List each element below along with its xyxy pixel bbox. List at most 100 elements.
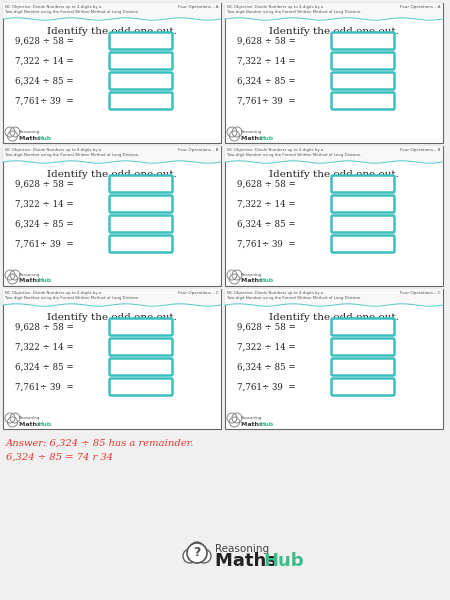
Circle shape xyxy=(190,542,204,556)
FancyBboxPatch shape xyxy=(332,215,395,232)
Bar xyxy=(3,289,221,305)
Circle shape xyxy=(197,549,211,563)
Text: Maths: Maths xyxy=(241,278,265,283)
FancyBboxPatch shape xyxy=(332,92,395,109)
Text: Reasoning: Reasoning xyxy=(241,130,262,134)
Text: Hub: Hub xyxy=(37,278,51,283)
FancyBboxPatch shape xyxy=(109,73,172,89)
Text: Reasoning: Reasoning xyxy=(19,416,40,420)
Text: NC Objective: Divide Numbers up to 4-digits by a
Two-digit Number using the Form: NC Objective: Divide Numbers up to 4-dig… xyxy=(5,148,139,157)
FancyBboxPatch shape xyxy=(109,379,172,395)
Text: Four Operations – A: Four Operations – A xyxy=(179,5,219,9)
FancyBboxPatch shape xyxy=(109,358,172,376)
Text: Maths: Maths xyxy=(241,136,265,140)
Text: 7,322 ÷ 14 =: 7,322 ÷ 14 = xyxy=(237,56,296,65)
Text: 7,322 ÷ 14 =: 7,322 ÷ 14 = xyxy=(237,343,296,352)
FancyBboxPatch shape xyxy=(332,379,395,395)
Text: Hub: Hub xyxy=(37,421,51,427)
FancyBboxPatch shape xyxy=(109,92,172,109)
Text: Reasoning: Reasoning xyxy=(241,273,262,277)
Text: Four Operations – B: Four Operations – B xyxy=(179,148,219,152)
Text: 7,761÷ 39  =: 7,761÷ 39 = xyxy=(237,97,296,106)
FancyBboxPatch shape xyxy=(109,196,172,212)
Text: 6,324 ÷ 85 =: 6,324 ÷ 85 = xyxy=(237,362,296,371)
Text: Identify the odd one out.: Identify the odd one out. xyxy=(47,27,177,36)
Bar xyxy=(3,3,221,143)
Text: ?: ? xyxy=(194,547,201,559)
FancyBboxPatch shape xyxy=(109,32,172,49)
Text: Hub: Hub xyxy=(259,278,273,283)
Text: Four Operations – B: Four Operations – B xyxy=(400,148,441,152)
Text: 9,628 ÷ 58 =: 9,628 ÷ 58 = xyxy=(237,179,296,188)
Bar xyxy=(225,3,443,143)
Text: NC Objective: Divide Numbers up to 4-digits by a
Two-digit Number using the Form: NC Objective: Divide Numbers up to 4-dig… xyxy=(227,5,361,14)
Text: 6,324 ÷ 85 =: 6,324 ÷ 85 = xyxy=(15,362,74,371)
Bar xyxy=(225,289,443,429)
Text: Identify the odd one out.: Identify the odd one out. xyxy=(47,313,177,322)
Text: 6,324 ÷ 85 =: 6,324 ÷ 85 = xyxy=(237,220,296,229)
Text: ÷: ÷ xyxy=(187,553,193,559)
Text: 9,628 ÷ 58 =: 9,628 ÷ 58 = xyxy=(237,323,296,331)
Text: 7,761÷ 39  =: 7,761÷ 39 = xyxy=(15,383,74,391)
Text: 7,322 ÷ 14 =: 7,322 ÷ 14 = xyxy=(15,199,74,208)
Text: Maths: Maths xyxy=(19,278,43,283)
Text: Maths: Maths xyxy=(241,421,265,427)
FancyBboxPatch shape xyxy=(109,215,172,232)
Text: 7,761÷ 39  =: 7,761÷ 39 = xyxy=(237,383,296,391)
Text: 9,628 ÷ 58 =: 9,628 ÷ 58 = xyxy=(237,37,296,46)
Text: 9,628 ÷ 58 =: 9,628 ÷ 58 = xyxy=(15,37,74,46)
FancyBboxPatch shape xyxy=(109,52,172,70)
Bar xyxy=(225,146,443,286)
FancyBboxPatch shape xyxy=(332,175,395,193)
FancyBboxPatch shape xyxy=(109,338,172,355)
Text: 6,324 ÷ 85 =: 6,324 ÷ 85 = xyxy=(237,76,296,85)
Text: Maths: Maths xyxy=(19,136,43,140)
Text: Reasoning: Reasoning xyxy=(241,416,262,420)
Text: Four Operations – C: Four Operations – C xyxy=(179,291,219,295)
Text: 7,322 ÷ 14 =: 7,322 ÷ 14 = xyxy=(15,343,74,352)
Text: Answer: 6,324 ÷ 85 has a remainder.: Answer: 6,324 ÷ 85 has a remainder. xyxy=(6,439,194,448)
Text: 7,761÷ 39  =: 7,761÷ 39 = xyxy=(15,239,74,248)
Text: NC Objective: Divide Numbers up to 4-digits by a
Two-digit Number using the Form: NC Objective: Divide Numbers up to 4-dig… xyxy=(5,5,139,14)
FancyBboxPatch shape xyxy=(109,175,172,193)
Text: 6,324 ÷ 85 =: 6,324 ÷ 85 = xyxy=(15,220,74,229)
Bar xyxy=(225,146,443,162)
Text: Reasoning: Reasoning xyxy=(19,130,40,134)
Text: Identify the odd one out.: Identify the odd one out. xyxy=(269,313,399,322)
Text: Identify the odd one out.: Identify the odd one out. xyxy=(269,27,399,36)
FancyBboxPatch shape xyxy=(109,319,172,335)
Circle shape xyxy=(183,549,197,563)
FancyBboxPatch shape xyxy=(332,338,395,355)
Text: 7,322 ÷ 14 =: 7,322 ÷ 14 = xyxy=(15,56,74,65)
Text: Hub: Hub xyxy=(259,136,273,140)
Text: 9,628 ÷ 58 =: 9,628 ÷ 58 = xyxy=(15,179,74,188)
Bar xyxy=(225,3,443,19)
Text: NC Objective: Divide Numbers up to 4-digits by a
Two-digit Number using the Form: NC Objective: Divide Numbers up to 4-dig… xyxy=(5,291,139,300)
Text: Hub: Hub xyxy=(37,136,51,140)
Text: Four Operations – A: Four Operations – A xyxy=(400,5,441,9)
Text: Maths: Maths xyxy=(19,421,43,427)
Bar xyxy=(3,146,221,162)
Text: Four Operations – C: Four Operations – C xyxy=(400,291,441,295)
Text: 6,324 ÷ 85 =: 6,324 ÷ 85 = xyxy=(15,76,74,85)
Text: 9,628 ÷ 58 =: 9,628 ÷ 58 = xyxy=(15,323,74,331)
Text: 7,322 ÷ 14 =: 7,322 ÷ 14 = xyxy=(237,199,296,208)
FancyBboxPatch shape xyxy=(332,52,395,70)
Text: 7,761÷ 39  =: 7,761÷ 39 = xyxy=(237,239,296,248)
FancyBboxPatch shape xyxy=(332,358,395,376)
Text: Reasoning: Reasoning xyxy=(19,273,40,277)
Text: Maths: Maths xyxy=(215,552,283,570)
FancyBboxPatch shape xyxy=(332,319,395,335)
Text: 7,761÷ 39  =: 7,761÷ 39 = xyxy=(15,97,74,106)
FancyBboxPatch shape xyxy=(332,196,395,212)
Text: Identify the odd one out.: Identify the odd one out. xyxy=(47,170,177,179)
Text: Identify the odd one out.: Identify the odd one out. xyxy=(269,170,399,179)
Text: Hub: Hub xyxy=(263,552,304,570)
Text: +: + xyxy=(194,546,200,552)
FancyBboxPatch shape xyxy=(332,235,395,253)
Text: NC Objective: Divide Numbers up to 4-digits by a
Two-digit Number using the Form: NC Objective: Divide Numbers up to 4-dig… xyxy=(227,291,361,300)
Bar xyxy=(3,146,221,286)
FancyBboxPatch shape xyxy=(332,73,395,89)
Bar xyxy=(3,289,221,429)
Circle shape xyxy=(187,543,207,563)
